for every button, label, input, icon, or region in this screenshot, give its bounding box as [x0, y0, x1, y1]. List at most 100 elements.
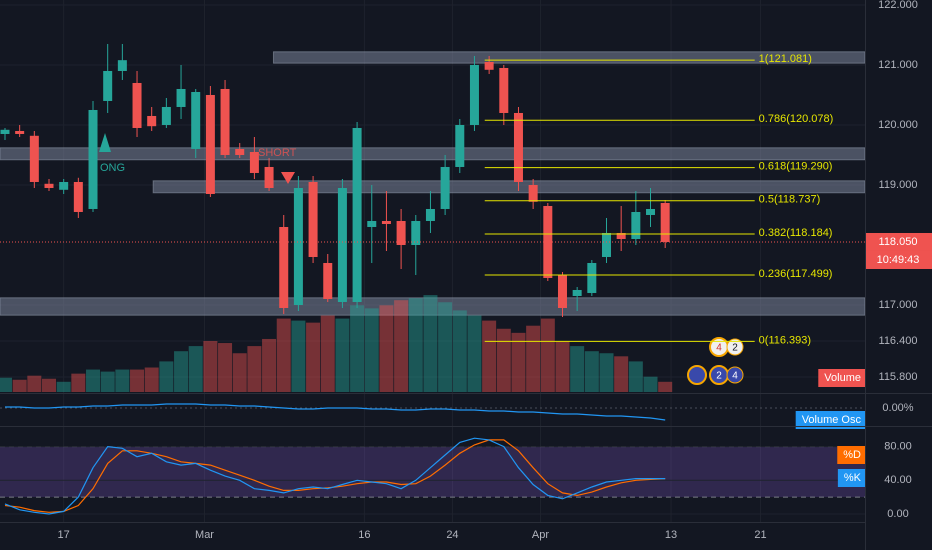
volume-bar — [0, 377, 12, 392]
volume-bar — [203, 341, 218, 392]
volume-bar — [584, 351, 599, 392]
volume-bar — [115, 369, 130, 392]
y-tick-label: 0.00% — [882, 402, 913, 414]
event-badges: 4 2 2 4 — [687, 337, 744, 385]
x-tick-label: 17 — [58, 529, 70, 541]
stoch-band — [0, 446, 865, 498]
volume-bar — [614, 356, 629, 392]
candle-body — [264, 166, 274, 188]
x-tick-label: 13 — [665, 529, 677, 541]
zone — [0, 147, 866, 161]
x-tick-label: 21 — [754, 529, 766, 541]
candle-body — [73, 181, 83, 212]
badge-count: 4 — [732, 371, 738, 382]
volume-bar — [71, 373, 86, 392]
candle-body — [161, 106, 171, 125]
volume-bar — [335, 318, 350, 392]
series-label: Volume — [824, 372, 861, 384]
volume-bar — [350, 305, 365, 392]
candle-body — [59, 181, 69, 190]
badge-count: 2 — [716, 371, 722, 382]
candle-body — [205, 94, 215, 194]
y-tick-label: 80.00 — [884, 441, 912, 453]
candle-body — [337, 187, 347, 302]
short-arrow — [281, 172, 295, 184]
underlay — [0, 0, 866, 522]
x-tick-label: 16 — [358, 529, 370, 541]
candle-body — [147, 115, 157, 127]
candle-body — [220, 88, 230, 155]
volume-bar — [423, 295, 438, 392]
volume-bar — [12, 379, 27, 392]
candle-body — [601, 232, 611, 257]
volume-bar — [570, 346, 585, 392]
fib-label: 0.382(118.184) — [759, 227, 833, 239]
volume-bar — [555, 341, 570, 392]
volume-bar — [100, 371, 115, 392]
candle-body — [587, 262, 597, 293]
volume-bar — [159, 361, 174, 392]
volume-bar — [276, 318, 291, 392]
volume-bar — [262, 338, 277, 392]
candle-body — [176, 88, 186, 107]
countdown: 10:49:43 — [877, 254, 920, 266]
volume-bar — [232, 353, 247, 392]
marks — [0, 43, 673, 515]
y-tick-label: 121.000 — [878, 59, 918, 71]
candle-body — [15, 130, 25, 134]
candle-body — [191, 91, 201, 149]
badge-count: 2 — [732, 343, 738, 354]
candle-body — [557, 274, 567, 308]
fib-label: 0.236(117.499) — [759, 268, 833, 280]
volume-bar — [526, 325, 541, 392]
series-label-box — [837, 446, 865, 464]
long-label: ONG — [100, 162, 125, 174]
volume-bar — [188, 346, 203, 392]
fib-label: 0.786(120.078) — [759, 113, 834, 125]
volume-bar — [379, 305, 394, 392]
candle-body — [132, 82, 142, 128]
badge — [726, 366, 744, 384]
candle-body — [235, 148, 245, 155]
y-tick-label: 0.00 — [887, 508, 908, 520]
short-label: SHORT — [258, 147, 297, 159]
candle-body — [293, 187, 303, 305]
candle-body — [646, 208, 656, 215]
y-tick-label: 122.000 — [878, 0, 918, 11]
candle-body — [0, 129, 10, 134]
last-price-box — [865, 232, 932, 251]
last-price-label: 118.050 — [879, 236, 918, 248]
x-tick-label: 24 — [446, 529, 458, 541]
volume-bar — [496, 328, 511, 392]
indicator-line — [4, 437, 666, 515]
candle-body — [631, 211, 641, 239]
candle-body — [44, 183, 54, 188]
candle-body — [572, 289, 582, 296]
zone — [152, 180, 866, 194]
y-tick-label: 116.400 — [879, 335, 918, 347]
candle-body — [469, 64, 479, 125]
candle-body — [367, 220, 377, 227]
volume-bar — [291, 320, 306, 392]
y-tick-label: 117.000 — [879, 299, 918, 311]
volume-bar — [364, 308, 379, 392]
volume-bar — [130, 369, 145, 392]
candle-body — [249, 151, 259, 173]
series-label: %K — [844, 472, 862, 484]
candle-body — [425, 208, 435, 221]
fib-label: 0.618(119.290) — [759, 160, 833, 172]
volume-bar — [174, 351, 189, 392]
badge-count: 4 — [716, 343, 722, 354]
candle-body — [513, 112, 523, 182]
volume-bar — [306, 322, 321, 392]
candle-body — [323, 262, 333, 299]
candle-body — [279, 226, 289, 308]
candle-body — [660, 202, 670, 242]
candle-body — [381, 220, 391, 224]
candle-body — [528, 184, 538, 202]
series-label-box — [795, 411, 865, 429]
volume-bar — [628, 361, 643, 392]
volume-bar — [599, 353, 614, 392]
